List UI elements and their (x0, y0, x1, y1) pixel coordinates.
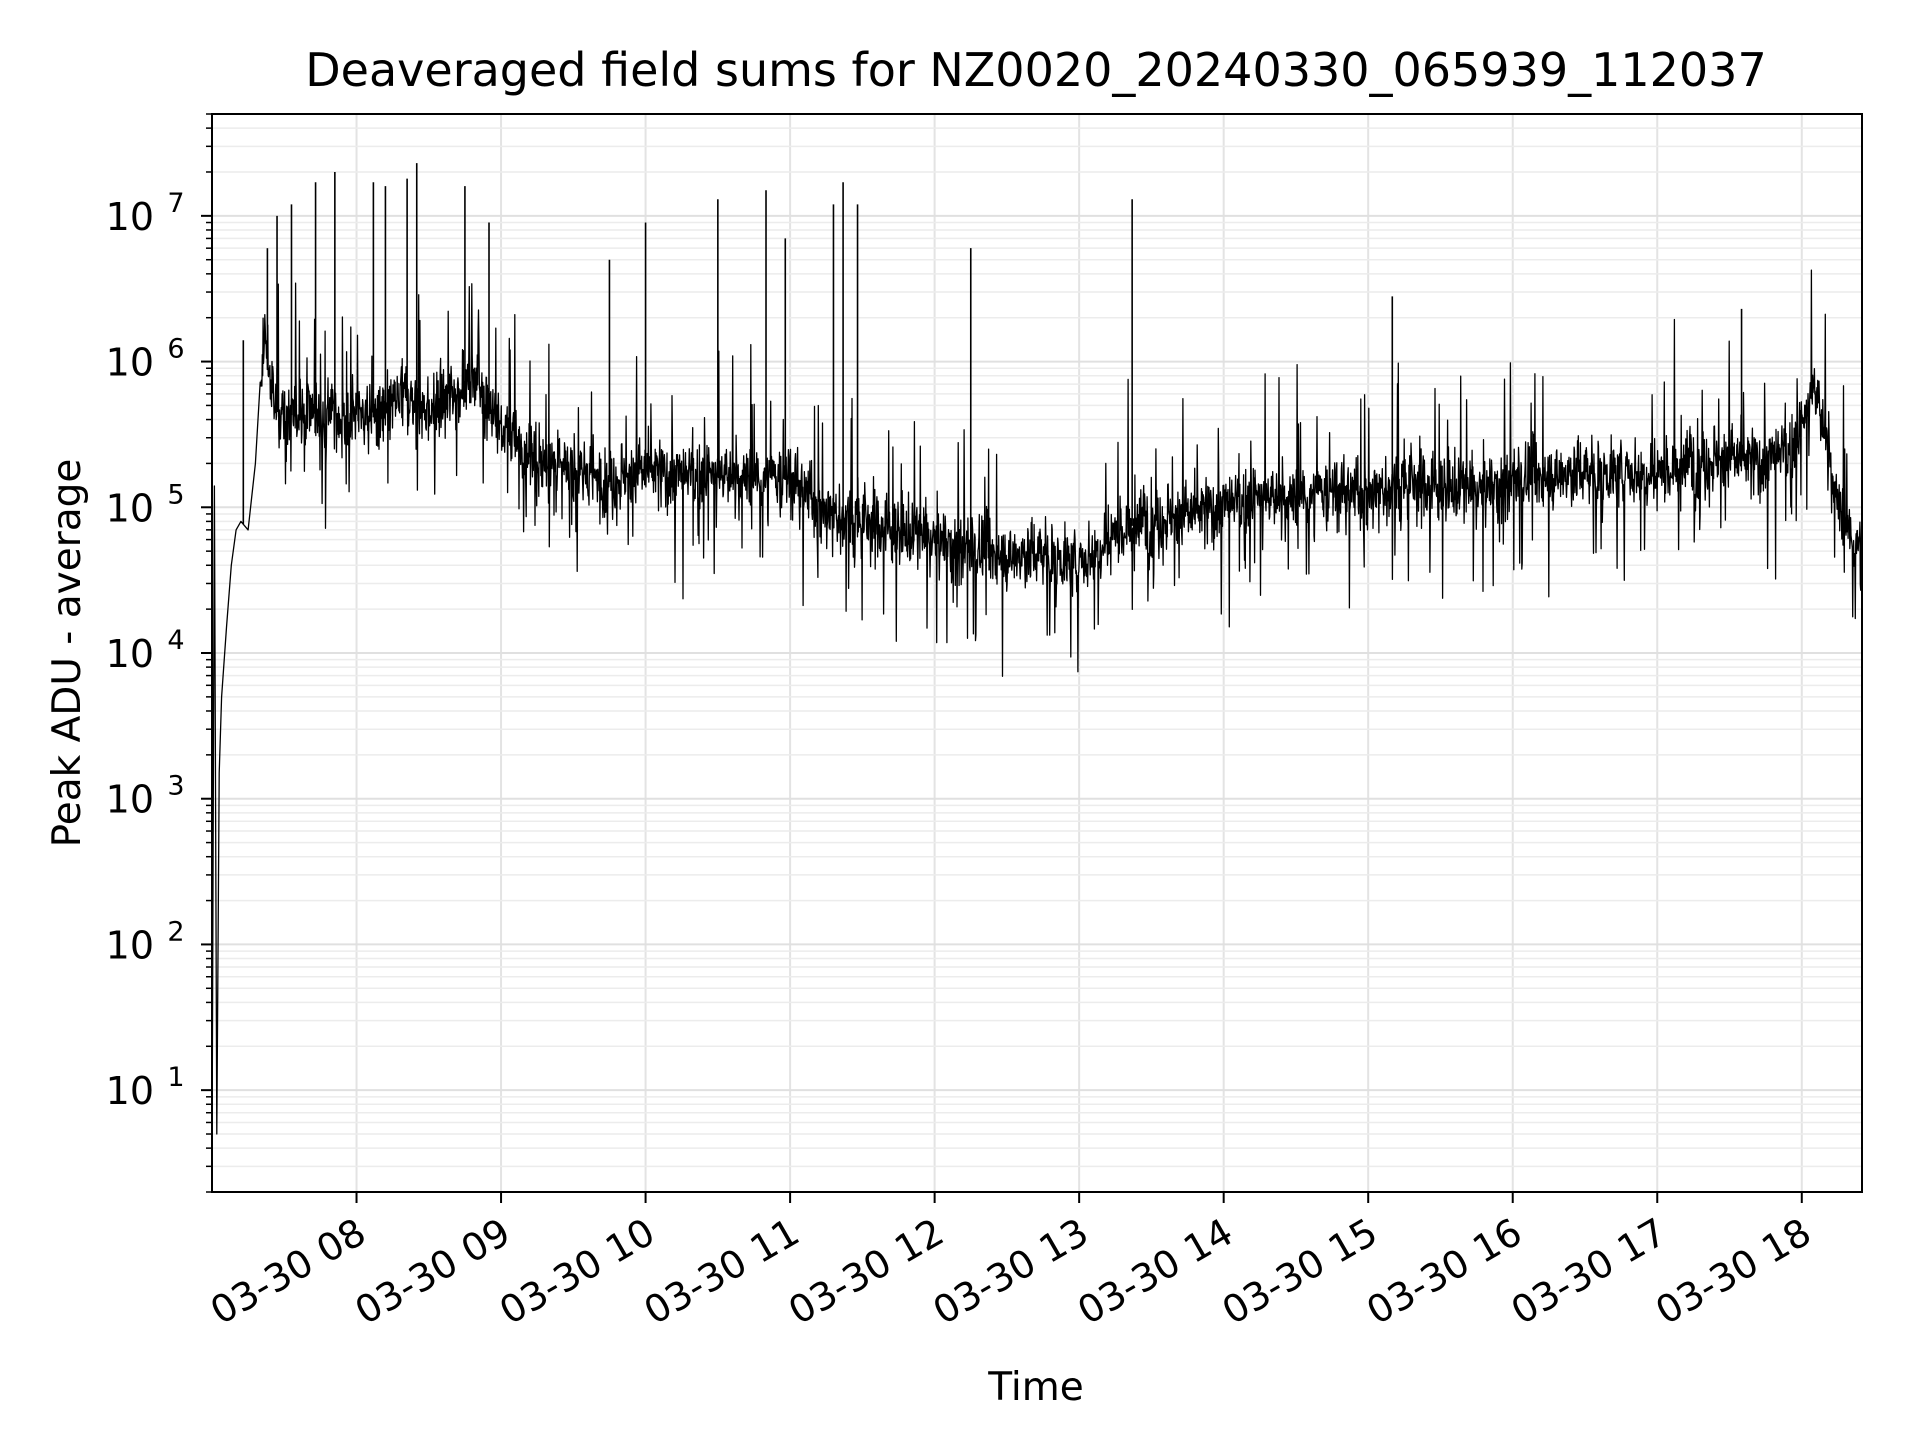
y-tick-label: 10 (106, 1069, 154, 1113)
series-line (211, 269, 1863, 1167)
y-tick-exponent: 6 (167, 334, 184, 365)
y-axis-label: Peak ADU - average (45, 459, 90, 848)
y-tick-exponent: 5 (167, 479, 184, 510)
y-tick-label: 10 (106, 195, 154, 239)
chart-title: Deaveraged field sums for NZ0020_2024033… (305, 43, 1766, 97)
y-tick-label: 10 (106, 778, 154, 822)
y-tick-label: 10 (106, 923, 154, 967)
y-tick-exponent: 4 (167, 625, 184, 656)
x-axis-label: Time (987, 1365, 1083, 1410)
y-tick-label: 10 (106, 632, 154, 676)
y-tick-label: 10 (106, 341, 154, 385)
data-layer (211, 163, 1863, 1167)
y-tick-exponent: 7 (167, 188, 184, 219)
y-tick-exponent: 3 (167, 771, 184, 802)
y-tick-exponent: 1 (167, 1062, 184, 1093)
y-tick-exponent: 2 (167, 916, 184, 947)
y-tick-label: 10 (106, 486, 154, 530)
